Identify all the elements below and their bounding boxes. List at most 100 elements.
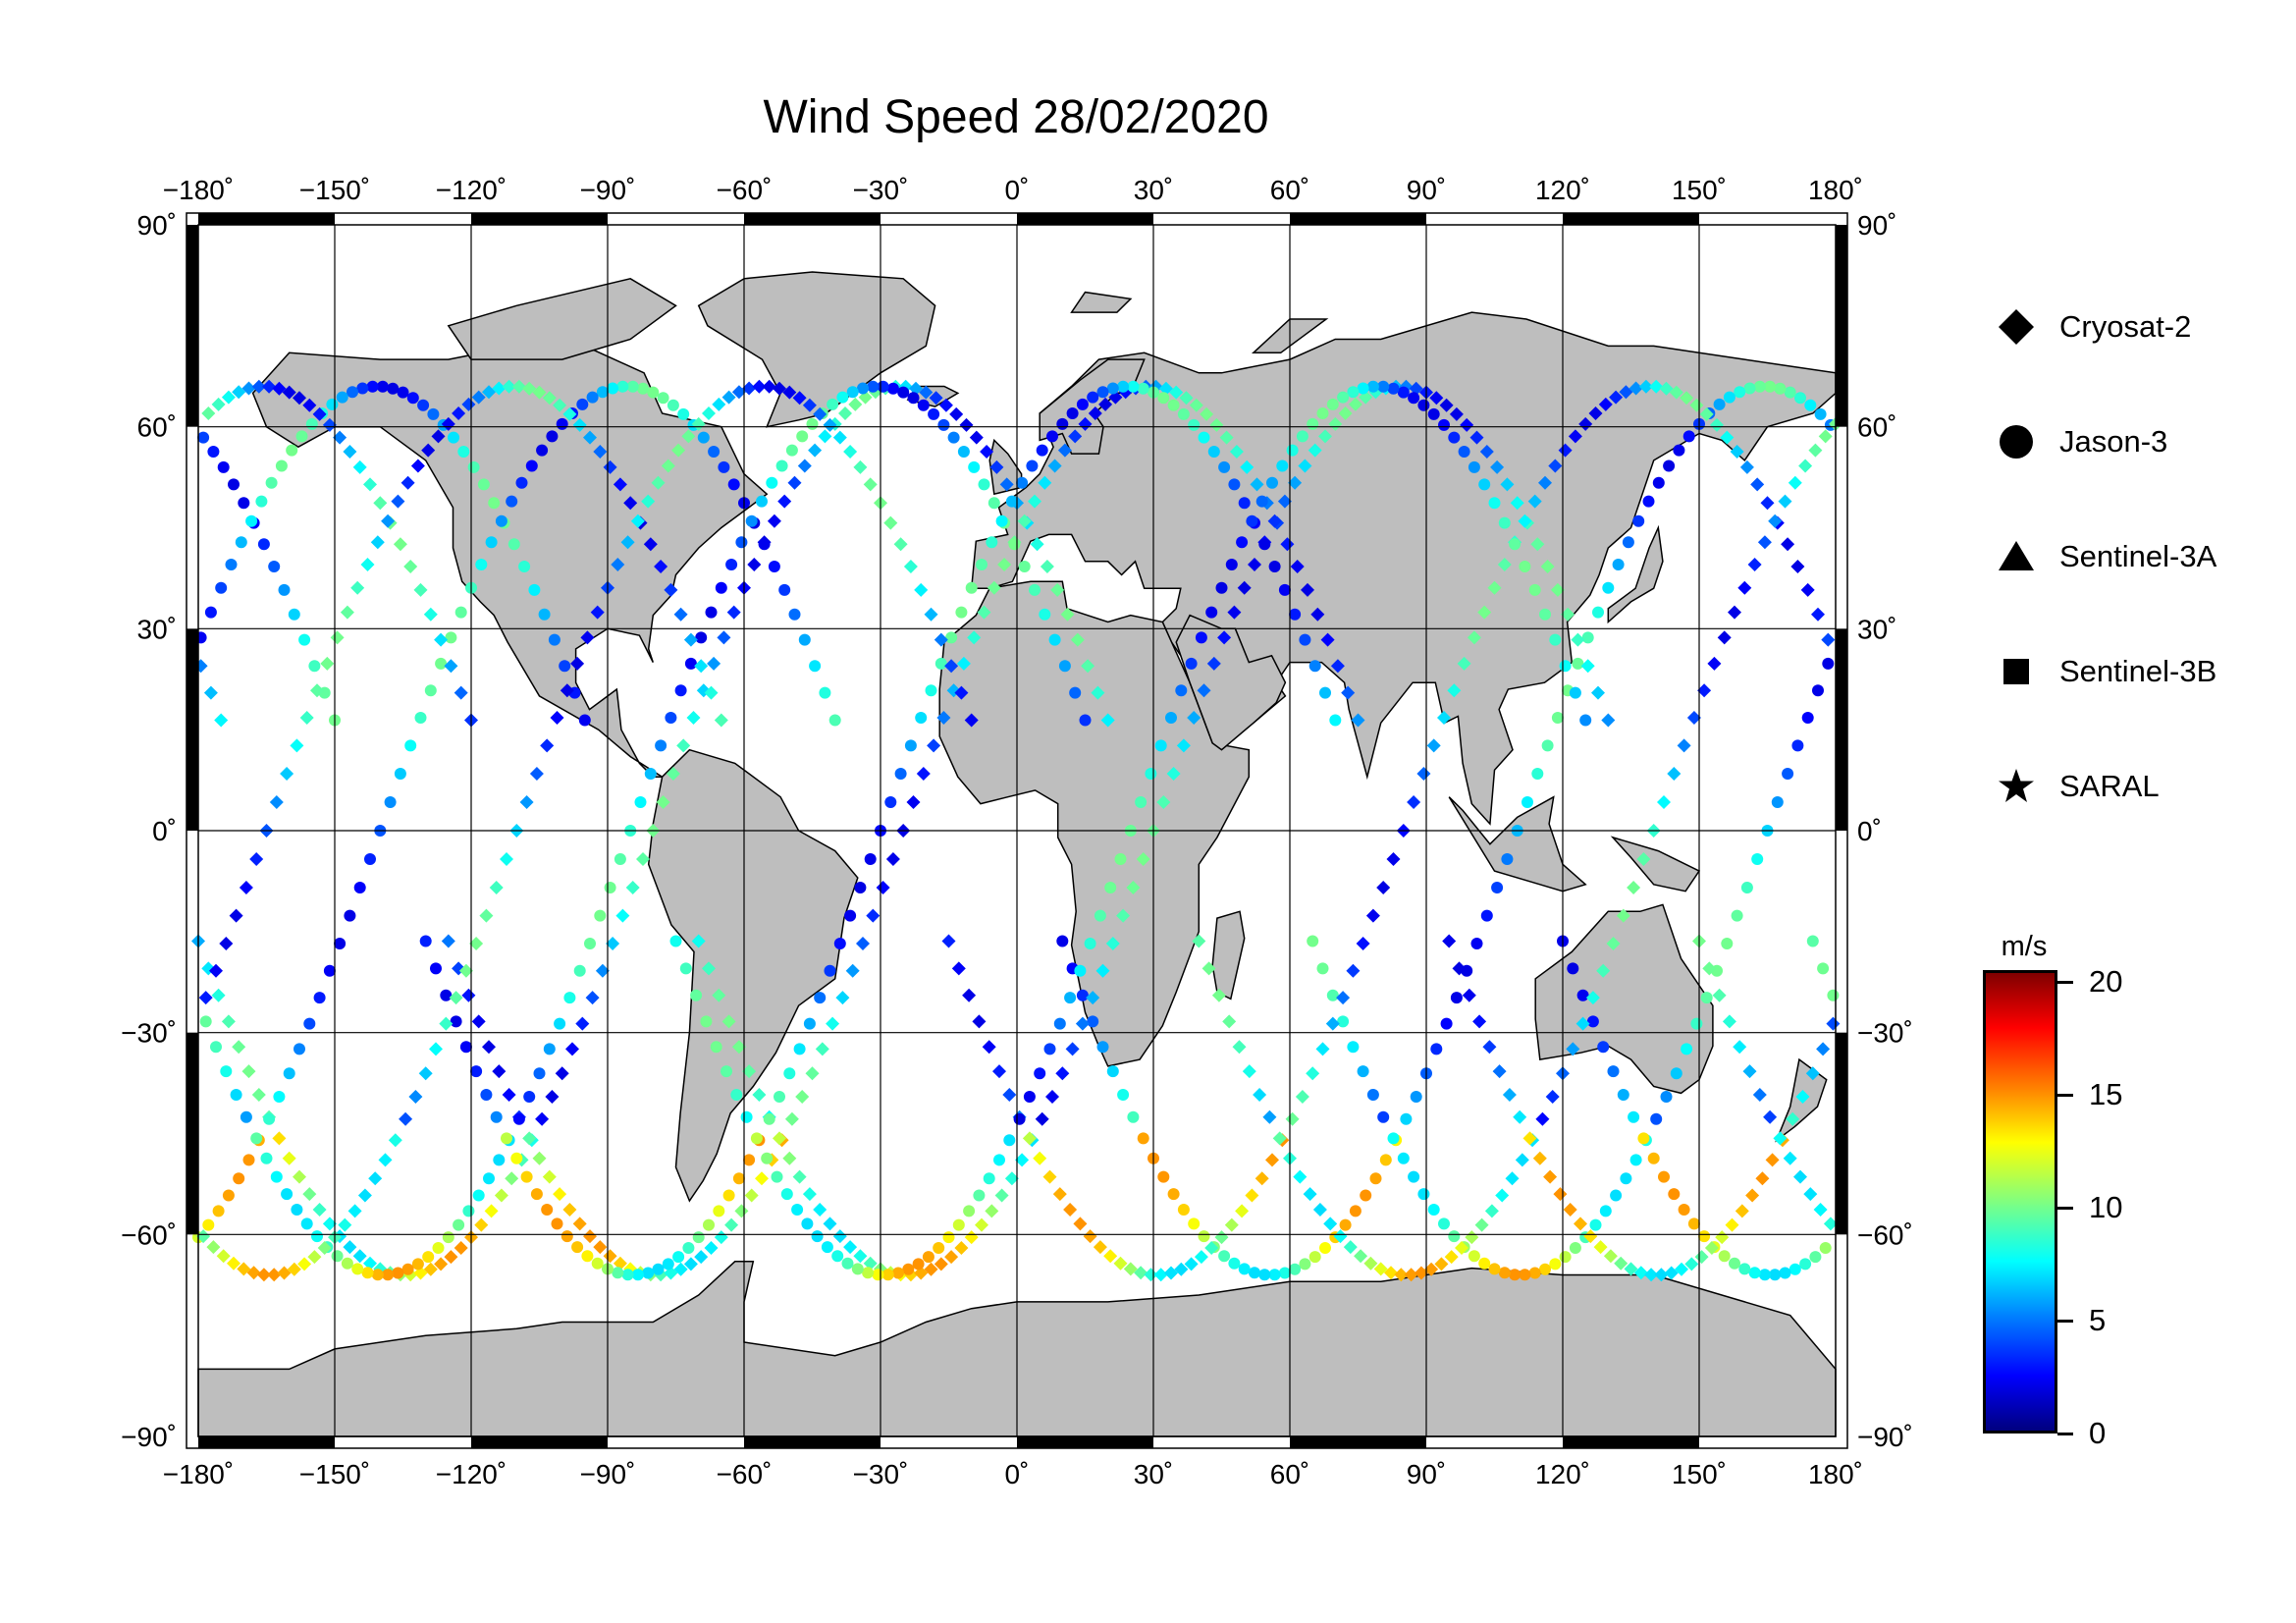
track-point	[758, 538, 771, 551]
star-icon	[1993, 763, 2040, 810]
track-point	[1753, 380, 1766, 393]
track-point	[1467, 630, 1481, 645]
track-point	[1549, 633, 1562, 646]
track-point	[1113, 1256, 1128, 1271]
track-point	[773, 1131, 786, 1146]
track-point	[1157, 392, 1170, 405]
track-point	[199, 1015, 212, 1028]
track-point	[1488, 1263, 1501, 1275]
track-point	[924, 1262, 938, 1276]
track-point	[1750, 477, 1765, 492]
track-point	[679, 962, 692, 975]
track-point	[493, 1154, 506, 1166]
track-point	[408, 1090, 423, 1104]
track-point	[580, 630, 595, 645]
track-point	[502, 379, 516, 394]
track-point	[662, 1258, 674, 1271]
lon-tick-label-bottom: 120˚	[1535, 1459, 1590, 1489]
track-point	[461, 397, 476, 411]
track-point	[1091, 685, 1105, 700]
track-point	[1682, 430, 1695, 443]
track-point	[435, 657, 448, 670]
frame-segment	[1836, 225, 1847, 427]
track-point	[838, 406, 852, 420]
track-point	[1127, 380, 1140, 393]
track-point	[1822, 657, 1835, 670]
lat-tick-label-right: −90˚	[1857, 1422, 1913, 1452]
lon-tick-label-top: 0˚	[1005, 175, 1030, 205]
track-point	[262, 379, 277, 394]
legend-label: Sentinel-3B	[2059, 654, 2217, 688]
track-point	[482, 1040, 496, 1055]
circle-icon	[1993, 418, 2040, 465]
track-point	[1748, 1267, 1761, 1279]
track-point	[272, 1131, 287, 1146]
track-point	[612, 1267, 624, 1279]
track-point	[471, 390, 486, 405]
track-point	[756, 495, 768, 508]
track-point	[731, 1040, 746, 1055]
lon-tick-label-bottom: 30˚	[1134, 1459, 1173, 1489]
track-point	[1299, 1258, 1311, 1271]
track-point	[1783, 1151, 1797, 1165]
track-point	[1607, 1065, 1620, 1078]
track-point	[704, 1241, 719, 1255]
track-point	[1763, 1109, 1778, 1124]
track-point	[1347, 1041, 1360, 1054]
track-point	[429, 1042, 443, 1056]
track-point	[1527, 494, 1542, 509]
track-point	[620, 535, 635, 550]
track-point	[986, 536, 998, 549]
track-point	[219, 937, 234, 950]
frame-segment	[1836, 628, 1847, 831]
track-point	[352, 460, 367, 474]
track-point	[1637, 1132, 1650, 1145]
track-point	[1248, 558, 1261, 571]
track-point	[1543, 1169, 1558, 1184]
track-point	[867, 380, 880, 393]
track-point	[866, 908, 881, 923]
track-point	[801, 1217, 814, 1230]
track-point	[1192, 934, 1206, 948]
track-point	[1211, 988, 1226, 1002]
track-point	[1470, 938, 1483, 949]
track-point	[1055, 1066, 1070, 1081]
track-point	[1016, 476, 1029, 489]
track-point	[783, 1067, 796, 1080]
track-point	[556, 417, 568, 430]
track-point	[818, 429, 832, 444]
track-point	[1779, 1267, 1791, 1279]
track-point	[1194, 1250, 1208, 1265]
track-point	[993, 1154, 1005, 1166]
track-point	[956, 656, 971, 671]
track-point	[401, 1263, 414, 1275]
track-point	[500, 852, 513, 866]
lon-tick-label-top: −150˚	[299, 175, 370, 205]
track-point	[441, 416, 455, 431]
track-point	[1069, 686, 1082, 699]
satellite-tracks	[191, 379, 1842, 1282]
track-point	[1698, 1230, 1711, 1243]
track-point	[1757, 535, 1772, 550]
track-point	[459, 1041, 472, 1054]
track-point	[299, 711, 314, 725]
track-point	[727, 478, 740, 491]
track-point	[1492, 1064, 1507, 1079]
track-point	[317, 1241, 332, 1255]
track-point	[743, 1154, 756, 1166]
track-point	[1804, 399, 1817, 411]
track-point	[1307, 417, 1319, 430]
track-point	[928, 407, 940, 420]
track-point	[1035, 1111, 1049, 1126]
track-point	[1509, 538, 1522, 551]
axis-labels: −180˚ −180˚ −150˚ −150˚ −120˚ −120˚ −90˚ −90˚ −6…	[121, 175, 1913, 1489]
track-point	[368, 1171, 383, 1186]
track-point	[1137, 1132, 1149, 1145]
track-point	[469, 937, 484, 950]
track-point	[745, 514, 758, 527]
track-point	[237, 1262, 251, 1276]
track-point	[664, 582, 678, 597]
track-point	[1826, 1016, 1841, 1031]
legend-item-jason: Jason-3	[1993, 412, 2167, 471]
track-point	[947, 431, 960, 444]
